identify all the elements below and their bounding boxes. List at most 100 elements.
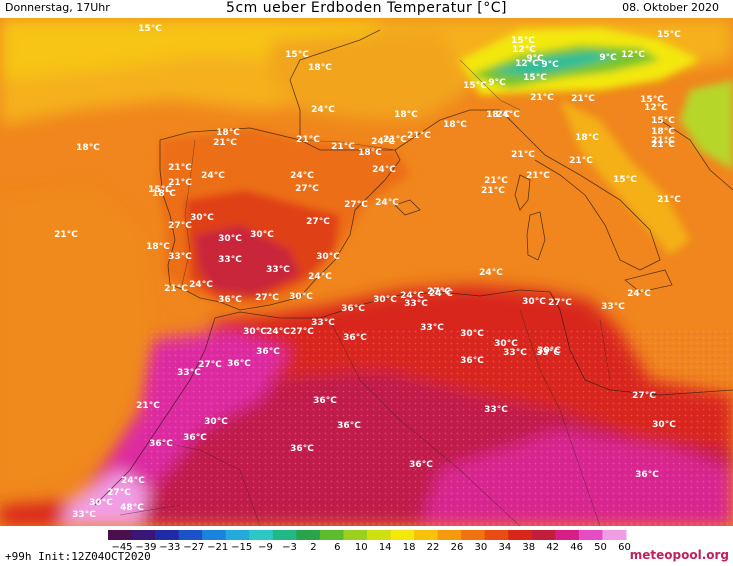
scale-swatch (531, 530, 556, 540)
sahara-pale-west (60, 470, 150, 526)
temp-label: 15°C (657, 30, 681, 40)
temp-label: 36°C (635, 470, 659, 480)
scale-swatch (578, 530, 603, 540)
scale-tick-label: −39 (135, 542, 156, 553)
temp-label: 21°C (526, 171, 550, 181)
temp-label: 21°C (168, 163, 192, 173)
temp-label: 27°C (427, 287, 451, 297)
scale-swatch (343, 530, 368, 540)
temp-label: 18°C (76, 143, 100, 153)
temp-label: 36°C (149, 439, 173, 449)
temp-label: 24°C (627, 289, 651, 299)
temp-label: 18°C (216, 128, 240, 138)
scale-tick-label: 14 (379, 542, 392, 553)
temp-label: 18°C (651, 127, 675, 137)
temp-label: 21°C (383, 135, 407, 145)
temp-label: 33°C (536, 348, 560, 358)
alps-teal (490, 52, 620, 76)
temp-label: 9°C (599, 53, 617, 63)
temperature-map: 15°C15°C18°C24°C 18°C18°C21°C 21°C18°C 21°C… (0, 18, 733, 526)
temp-label: 18°C (146, 242, 170, 252)
temp-label: 18°C (308, 63, 332, 73)
temp-label: 24°C (496, 110, 520, 120)
scale-tick-label: 38 (522, 542, 535, 553)
temp-label: 36°C (183, 433, 207, 443)
temp-label: 30°C (460, 329, 484, 339)
balkans-cool (680, 80, 733, 170)
temp-label: 21°C (571, 94, 595, 104)
temperature-labels: 15°C15°C18°C24°C 18°C18°C21°C 21°C18°C 21°C… (54, 24, 681, 520)
temp-label: 15°C (138, 24, 162, 34)
scale-swatch (202, 530, 227, 540)
atlantic-west (0, 190, 150, 490)
temp-label: 12°C (644, 103, 668, 113)
scale-swatch (155, 530, 180, 540)
temp-label: 21°C (651, 140, 675, 150)
temp-label: 24°C (201, 171, 225, 181)
temp-label: 33°C (177, 368, 201, 378)
temp-label: 30°C (250, 230, 274, 240)
color-scale: −45 −39 −33 −27 −21 −15 −9 −3 2 6 10 14 18 22 26 30 34 38… (108, 530, 631, 553)
temp-label: 30°C (218, 234, 242, 244)
temp-label: 12°C (512, 45, 536, 55)
temp-label: 33°C (168, 252, 192, 262)
scale-tick-label: 46 (570, 542, 583, 553)
temp-label: 12°C (621, 50, 645, 60)
temp-label: 15°C (613, 175, 637, 185)
temp-label: 18°C (394, 110, 418, 120)
temp-label: 30°C (289, 292, 313, 302)
borders (119, 59, 611, 526)
temp-label: 36°C (290, 444, 314, 454)
temp-label: 30°C (373, 295, 397, 305)
temp-label: 15°C (651, 116, 675, 126)
scale-tick-label: −33 (159, 542, 180, 553)
scale-swatch (131, 530, 156, 540)
temp-label: 24°C (429, 289, 453, 299)
temp-label: 48°C (120, 503, 144, 513)
temp-label: 21°C (168, 178, 192, 188)
temp-label: 30°C (243, 327, 267, 337)
temp-label: 15°C (285, 50, 309, 60)
map-title: 5cm ueber Erdboden Temperatur [°C] (226, 0, 507, 16)
temp-label: 30°C (316, 252, 340, 262)
temp-label: 21°C (651, 136, 675, 146)
scale-tick-label: 60 (618, 542, 631, 553)
scale-swatch (555, 530, 580, 540)
temp-label: 36°C (256, 347, 280, 357)
temp-label: 27°C (548, 298, 572, 308)
scale-swatch (602, 530, 627, 540)
temp-label: 21°C (296, 135, 320, 145)
scale-swatch (390, 530, 415, 540)
forecast-day-time: Donnerstag, 17Uhr (5, 1, 110, 14)
scale-tick-label: −9 (258, 542, 273, 553)
scale-swatch (108, 530, 133, 540)
temp-label: 36°C (409, 460, 433, 470)
france-inland (270, 30, 470, 120)
temp-label: 15°C (148, 185, 172, 195)
scale-tick-label: 2 (310, 542, 316, 553)
temp-label: 24°C (372, 165, 396, 175)
scale-tick-label: 30 (475, 542, 488, 553)
scale-swatch (319, 530, 344, 540)
temp-label: 9°C (488, 78, 506, 88)
temp-label: 21°C (331, 142, 355, 152)
temp-label: 24°C (308, 272, 332, 282)
temp-label: 30°C (522, 297, 546, 307)
scale-swatch (225, 530, 250, 540)
scale-tick-label: 26 (451, 542, 464, 553)
temp-label: 15°C (640, 95, 664, 105)
scale-tick-label: 42 (546, 542, 559, 553)
temp-label: 15°C (511, 36, 535, 46)
scale-swatch (178, 530, 203, 540)
temp-label: 30°C (89, 498, 113, 508)
temp-label: 30°C (652, 420, 676, 430)
scale-swatch (296, 530, 321, 540)
temp-label: 27°C (295, 184, 319, 194)
scale-swatch (414, 530, 439, 540)
scale-tick-label: −15 (231, 542, 252, 553)
temp-label: 30°C (537, 346, 561, 356)
scale-swatch (437, 530, 462, 540)
temp-label: 33°C (484, 405, 508, 415)
temp-label: 36°C (337, 421, 361, 431)
temp-label: 33°C (420, 323, 444, 333)
